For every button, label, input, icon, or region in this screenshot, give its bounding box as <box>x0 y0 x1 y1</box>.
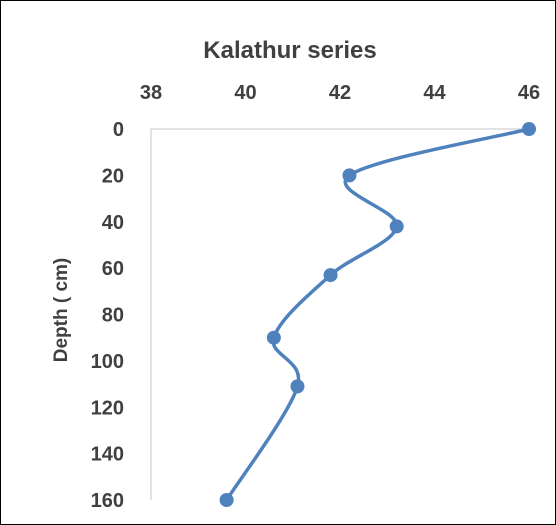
y-axis-title: Depth ( cm) <box>51 258 72 363</box>
y-tick-label: 120 <box>91 397 124 419</box>
y-tick-label: 100 <box>91 351 124 373</box>
y-tick-label: 0 <box>113 119 124 141</box>
data-point-3 <box>323 268 338 283</box>
series-points <box>219 122 536 507</box>
y-tick-label: 40 <box>102 212 124 234</box>
y-tick-labels: 0 20 40 60 80 100 120 140 160 <box>91 119 124 512</box>
data-point-5 <box>290 379 305 394</box>
y-tick-label: 80 <box>102 305 124 327</box>
y-tick-label: 140 <box>91 444 124 466</box>
x-tick-label: 40 <box>234 82 256 104</box>
data-point-1 <box>342 168 357 183</box>
y-tick-label: 60 <box>102 258 124 280</box>
y-tick-label: 160 <box>91 490 124 512</box>
chart-title: Kalathur series <box>203 37 376 64</box>
x-tick-label: 42 <box>329 82 351 104</box>
x-tick-labels: 38 40 42 44 46 <box>140 82 540 104</box>
data-point-0 <box>522 122 536 136</box>
data-point-4 <box>266 330 281 345</box>
data-point-6 <box>219 493 234 507</box>
series-line <box>224 127 531 502</box>
x-tick-label: 38 <box>140 82 162 104</box>
x-tick-label: 44 <box>423 82 446 104</box>
x-tick-label: 46 <box>518 82 540 104</box>
data-point-2 <box>389 219 404 234</box>
y-tick-label: 20 <box>102 165 124 187</box>
